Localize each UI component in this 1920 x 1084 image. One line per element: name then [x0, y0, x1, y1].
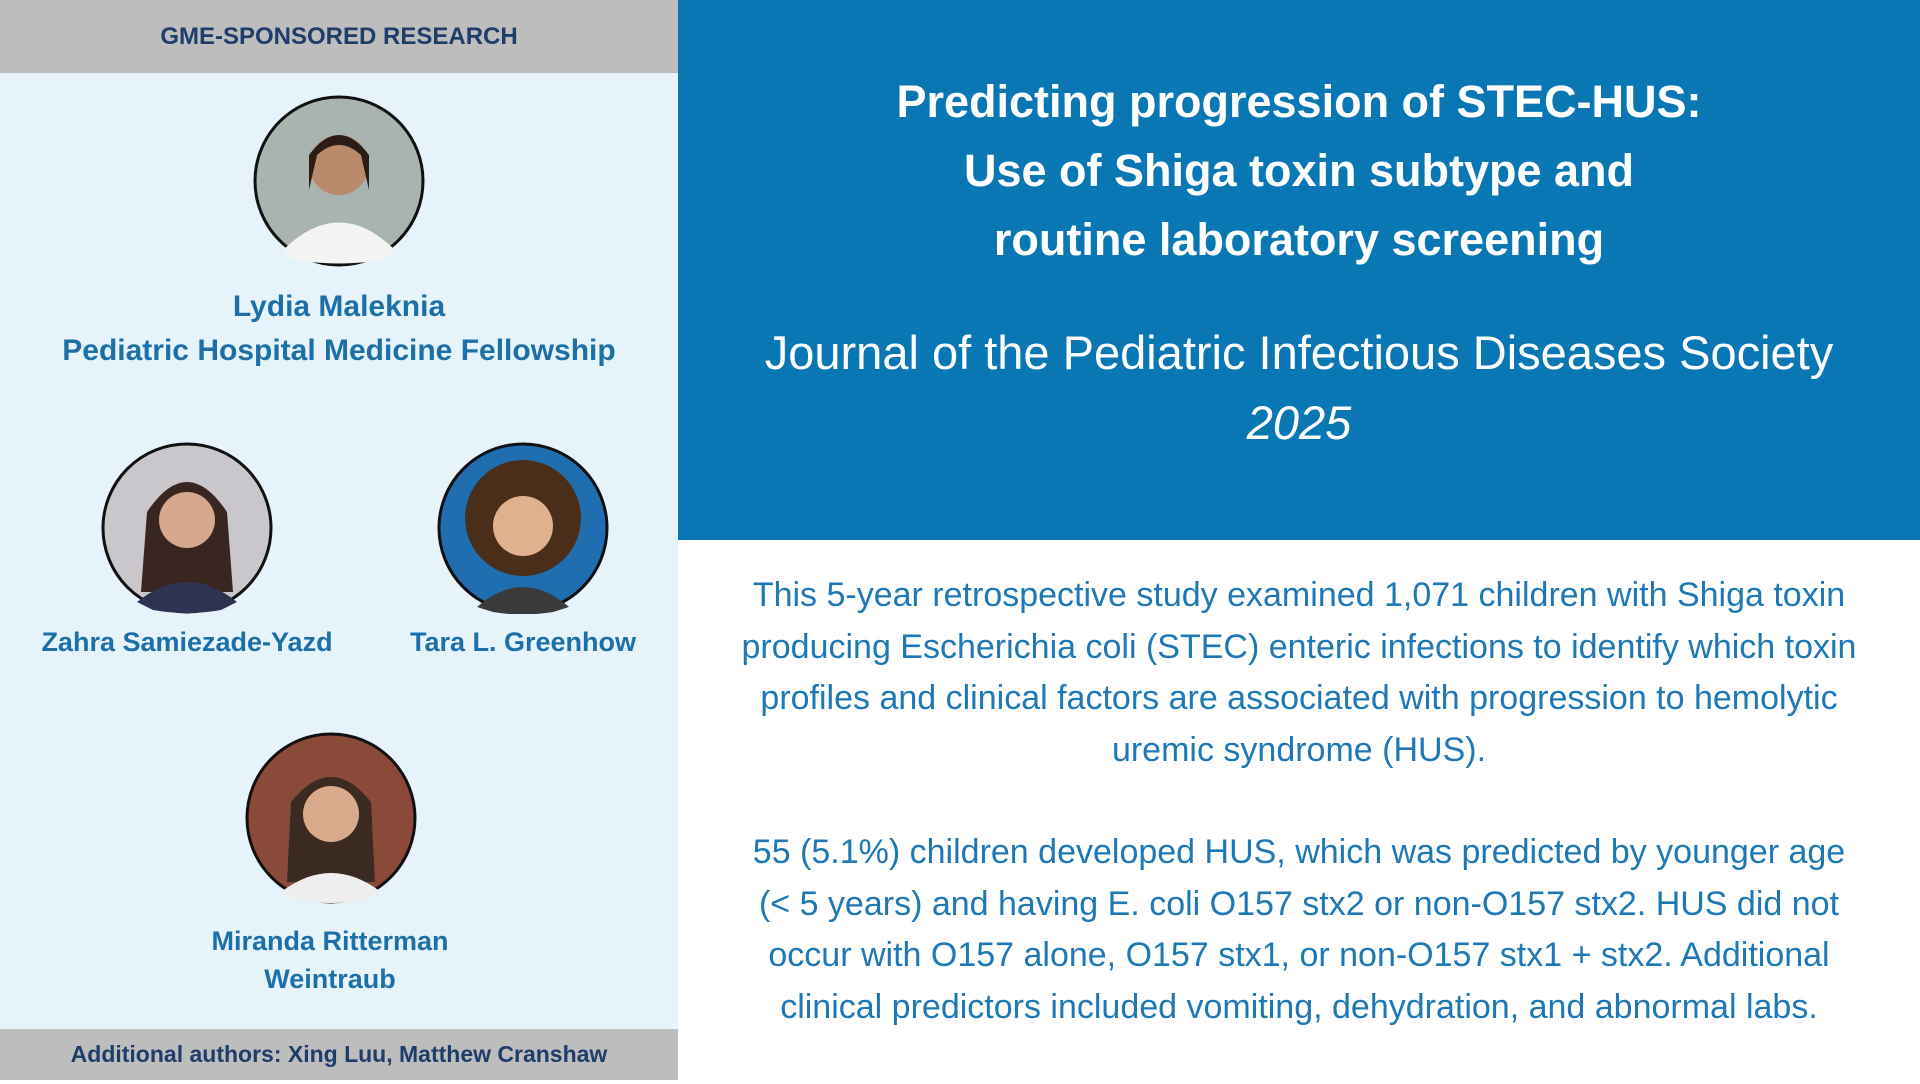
lead-author-name: Lydia Maleknia — [232, 290, 446, 323]
author-photo — [437, 442, 609, 614]
title: Predicting progression of STEC-HUS: Use … — [678, 67, 1920, 274]
panel-header: GME-SPONSORED RESEARCH — [0, 0, 678, 73]
author-name-line: Miranda Ritterman — [211, 926, 449, 956]
author-panel: GME-SPONSORED RESEARCH Lydia Maleknia Pe… — [0, 0, 678, 1080]
text-line: 55 (5.1%) children developed HUS, which … — [752, 833, 1846, 871]
title-panel: Predicting progression of STEC-HUS: Use … — [678, 0, 1920, 540]
paragraph: 55 (5.1%) children developed HUS, which … — [678, 827, 1920, 1033]
panel-footer: Additional authors: Xing Luu, Matthew Cr… — [0, 1029, 678, 1080]
paragraph: This 5-year retrospective study examined… — [678, 570, 1920, 776]
author-photo — [253, 95, 425, 267]
text-line: profiles and clinical factors are associ… — [760, 679, 1838, 717]
title-line: Predicting progression of STEC-HUS: — [896, 76, 1702, 127]
year: 2025 — [1246, 396, 1352, 449]
title-line: routine laboratory screening — [993, 214, 1605, 265]
author-photo — [101, 442, 273, 614]
text-line: This 5-year retrospective study examined… — [752, 576, 1846, 614]
author-name: Tara L. Greenhow — [409, 627, 637, 657]
title-line: Use of Shiga toxin subtype and — [963, 145, 1635, 196]
text-line: producing Escherichia coli (STEC) enteri… — [741, 627, 1857, 666]
author-name: Miranda Ritterman Weintraub — [180, 922, 480, 998]
lead-author-program: Pediatric Hospital Medicine Fellowship — [62, 334, 616, 367]
author-name-line: Weintraub — [264, 964, 396, 994]
author-photo — [245, 732, 417, 904]
journal: Journal of the Pediatric Infectious Dise… — [764, 326, 1834, 379]
text-line: clinical predictors included vomiting, d… — [780, 987, 1818, 1026]
text-line: (< 5 years) and having E. coli O157 stx2… — [758, 884, 1840, 923]
text-line: occur with O157 alone, O157 stx1, or non… — [768, 936, 1830, 974]
summary: This 5-year retrospective study examined… — [678, 570, 1920, 1084]
text-line: uremic syndrome (HUS). — [1111, 730, 1487, 769]
author-name: Zahra Samiezade-Yazd — [41, 627, 333, 657]
